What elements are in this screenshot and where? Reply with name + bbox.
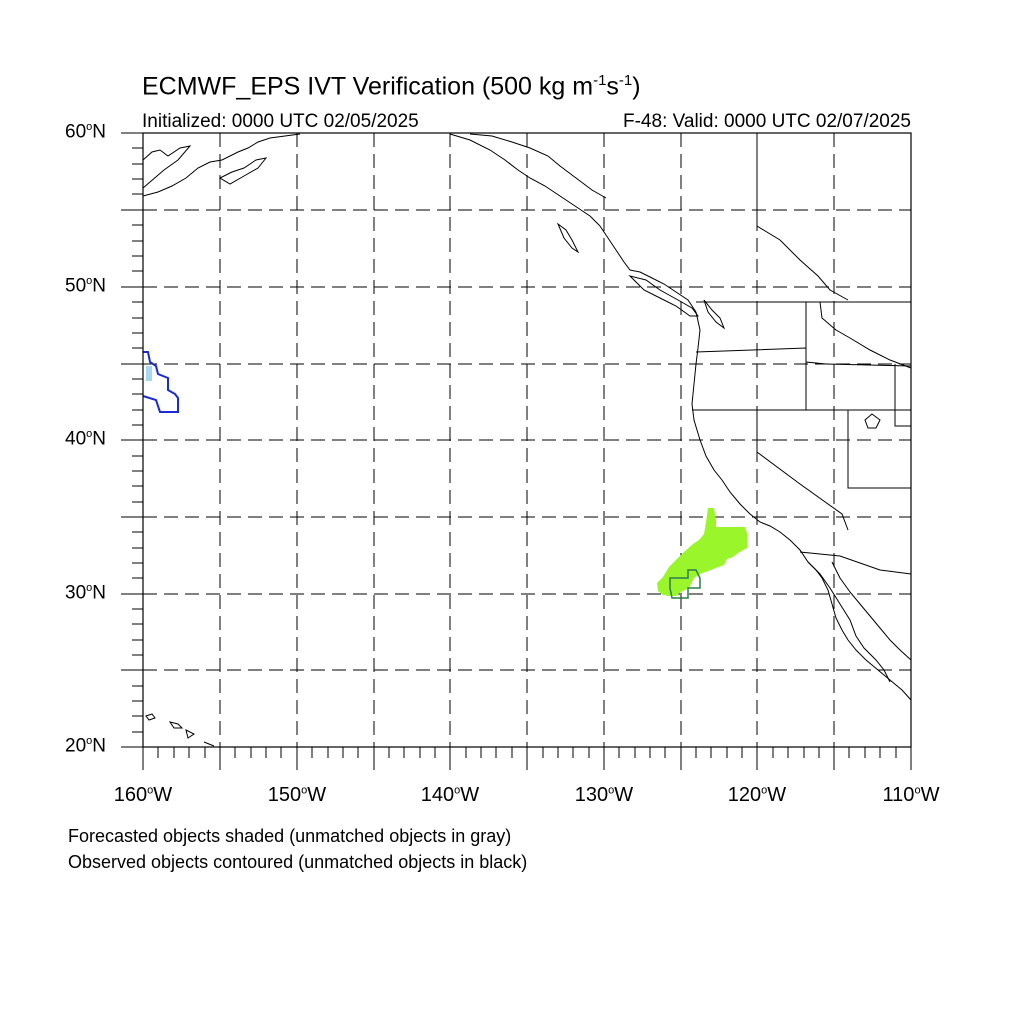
lon-label-160w: 160oW (113, 784, 173, 806)
lat-label-40n: 40oN (65, 428, 106, 450)
observed-ivt-contour (669, 569, 701, 599)
lon-label-110w: 110oW (882, 784, 940, 806)
lat-label-50n: 50oN (65, 275, 106, 297)
lon-label-150w: 150oW (267, 784, 327, 806)
forecast-ivt-object (657, 508, 747, 596)
map-title: ECMWF_EPS IVT Verification (500 kg m-1s-… (142, 72, 641, 101)
axis-ticks (121, 132, 912, 770)
note-observed: Observed objects contoured (unmatched ob… (68, 852, 528, 872)
lon-label-130w: 130oW (574, 784, 634, 806)
lat-label-30n: 30oN (65, 582, 106, 604)
valid-time: F-48: Valid: 0000 UTC 02/07/2025 (623, 111, 911, 132)
coastlines (142, 133, 912, 747)
lat-label-20n: 20oN (65, 735, 106, 757)
forecast-west-object (146, 366, 152, 381)
map-gridlines (143, 133, 911, 747)
lon-label-140w: 140oW (420, 784, 480, 806)
lon-label-120w: 120oW (727, 784, 787, 806)
observed-west-contour (142, 351, 179, 413)
lat-label-60n: 60oN (65, 121, 106, 143)
initialized-time: Initialized: 0000 UTC 02/05/2025 (142, 111, 419, 132)
note-forecast: Forecasted objects shaded (unmatched obj… (68, 826, 512, 846)
